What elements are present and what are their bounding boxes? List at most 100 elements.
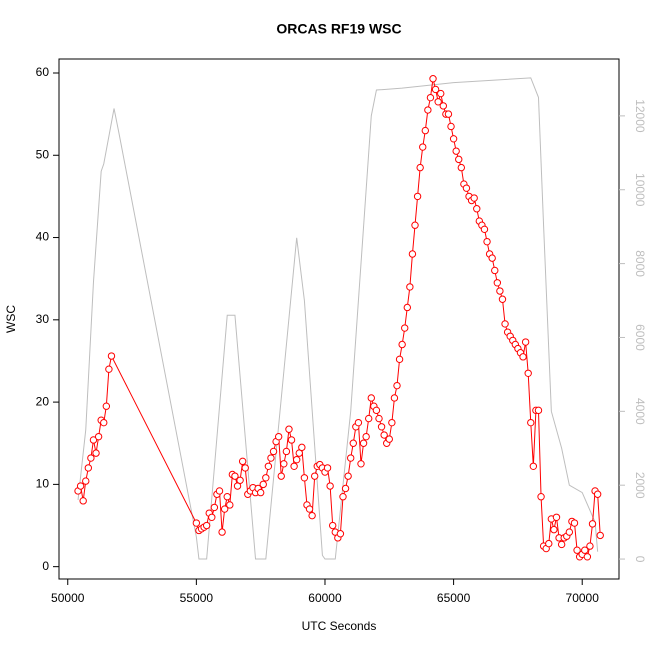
data-point bbox=[573, 546, 581, 554]
data-point bbox=[375, 414, 383, 423]
data-point bbox=[256, 488, 265, 497]
data-point bbox=[354, 418, 363, 427]
data-point bbox=[473, 205, 481, 213]
data-point bbox=[226, 501, 234, 509]
data-point bbox=[308, 511, 316, 520]
data-point bbox=[264, 462, 273, 470]
data-point bbox=[570, 519, 579, 527]
data-point bbox=[208, 513, 216, 521]
data-point bbox=[393, 381, 401, 390]
data-point bbox=[398, 340, 406, 349]
data-point bbox=[300, 474, 309, 482]
y-tick-label: 50 bbox=[36, 147, 50, 161]
x-tick-label: 70000 bbox=[566, 591, 600, 605]
x-tick-label: 60000 bbox=[308, 591, 342, 605]
data-point bbox=[462, 184, 471, 192]
data-point bbox=[388, 418, 396, 427]
data-point bbox=[583, 553, 592, 561]
data-point bbox=[290, 462, 298, 470]
data-point bbox=[277, 472, 285, 480]
data-point bbox=[357, 460, 365, 468]
data-point bbox=[444, 110, 453, 118]
y-axis-label: WSC bbox=[4, 305, 18, 333]
data-point bbox=[403, 303, 411, 312]
data-point bbox=[344, 472, 352, 480]
y2-tick-label: 6000 bbox=[633, 324, 647, 351]
data-point bbox=[470, 194, 478, 202]
data-point bbox=[259, 480, 267, 489]
y2-tick-label: 8000 bbox=[633, 250, 647, 277]
data-point bbox=[292, 455, 301, 464]
data-point bbox=[496, 287, 504, 295]
data-point bbox=[79, 497, 87, 505]
data-point bbox=[519, 353, 527, 361]
data-point bbox=[588, 520, 597, 528]
data-point bbox=[231, 472, 239, 480]
data-point bbox=[480, 225, 489, 234]
y-tick-label: 30 bbox=[36, 312, 50, 326]
data-point bbox=[236, 476, 244, 484]
data-point bbox=[89, 436, 98, 444]
y2-tick-label: 0 bbox=[633, 556, 647, 563]
data-point bbox=[498, 295, 507, 303]
data-point bbox=[102, 402, 111, 410]
chart-title: ORCAS RF19 WSC bbox=[276, 21, 401, 37]
data-point bbox=[223, 493, 231, 501]
data-point bbox=[202, 521, 211, 530]
data-point bbox=[434, 98, 442, 106]
x-tick-label: 55000 bbox=[180, 591, 214, 605]
data-point bbox=[581, 546, 589, 554]
x-tick-label: 65000 bbox=[437, 591, 471, 605]
data-point bbox=[372, 406, 381, 415]
data-point bbox=[210, 503, 219, 512]
data-point bbox=[593, 490, 602, 498]
data-point bbox=[447, 122, 455, 131]
data-point bbox=[426, 93, 435, 102]
data-point bbox=[365, 414, 373, 423]
data-point bbox=[305, 505, 314, 513]
data-point bbox=[92, 449, 100, 457]
data-point bbox=[557, 540, 566, 549]
y2-tick-label: 4000 bbox=[633, 398, 647, 425]
data-point bbox=[310, 472, 319, 480]
data-point bbox=[349, 439, 357, 447]
data-point bbox=[452, 147, 460, 155]
data-point bbox=[545, 539, 553, 548]
y-tick-label: 10 bbox=[36, 477, 50, 491]
data-point bbox=[419, 143, 427, 151]
data-point bbox=[287, 436, 296, 444]
data-point bbox=[336, 530, 345, 538]
data-point bbox=[341, 484, 350, 493]
data-point bbox=[84, 464, 93, 472]
data-point bbox=[534, 406, 543, 415]
data-point bbox=[488, 254, 496, 262]
y2-tick-label: 12000 bbox=[633, 99, 647, 133]
data-point bbox=[413, 192, 422, 201]
data-point bbox=[449, 135, 458, 143]
data-point bbox=[493, 279, 502, 287]
y-tick-label: 40 bbox=[36, 230, 50, 244]
data-point bbox=[269, 447, 278, 456]
data-point bbox=[416, 163, 424, 172]
data-point bbox=[280, 460, 288, 468]
data-point bbox=[323, 464, 332, 472]
data-point bbox=[262, 474, 270, 482]
x-axis-label: UTC Seconds bbox=[302, 619, 377, 633]
data-point bbox=[431, 85, 440, 94]
data-point bbox=[215, 487, 224, 495]
series-line bbox=[77, 78, 601, 559]
data-point bbox=[408, 250, 417, 258]
data-point bbox=[385, 435, 393, 443]
data-point bbox=[586, 542, 594, 550]
data-point bbox=[192, 519, 201, 527]
y-tick-label: 20 bbox=[36, 394, 50, 408]
data-point bbox=[238, 457, 247, 466]
data-point bbox=[552, 513, 561, 521]
data-point bbox=[390, 394, 399, 402]
data-point bbox=[424, 106, 432, 114]
data-point bbox=[362, 432, 370, 441]
data-point bbox=[406, 283, 414, 291]
data-point bbox=[529, 462, 538, 470]
data-point bbox=[411, 221, 419, 229]
